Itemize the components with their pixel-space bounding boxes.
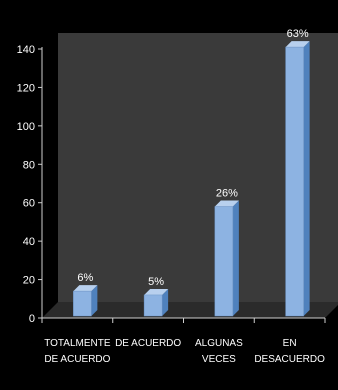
x-tick-label: DE ACUERDO xyxy=(115,338,181,349)
x-tick-label: VECES xyxy=(202,354,236,365)
y-tick-label: 120 xyxy=(17,82,35,94)
x-tick-label: DE ACUERDO xyxy=(44,354,110,365)
bar-top xyxy=(73,285,98,292)
bars xyxy=(73,41,310,317)
y-tick-label: 40 xyxy=(23,236,35,248)
y-tick-label: 100 xyxy=(17,121,35,133)
bar-front xyxy=(214,206,234,317)
x-tick-label: DESACUERDO xyxy=(254,354,325,365)
y-tick-label: 20 xyxy=(23,275,35,287)
labels: 6% TOTALMENTE DE ACUERDO 5% DE ACUERDO 26% ALG… xyxy=(44,28,325,365)
bar-side xyxy=(232,200,239,316)
bar-top xyxy=(214,200,239,207)
bar-top xyxy=(144,288,169,295)
bar-top xyxy=(285,41,310,48)
data-label: 5% xyxy=(148,276,164,288)
bar-side xyxy=(303,41,310,316)
data-label: 63% xyxy=(287,28,309,40)
y-tick-label: 60 xyxy=(23,198,35,210)
x-tick-label: EN xyxy=(283,338,297,349)
x-tick-label: TOTALMENTE xyxy=(44,338,111,349)
bar xyxy=(73,285,98,317)
bar-side xyxy=(162,288,169,316)
y-tick-label: 80 xyxy=(23,159,35,171)
bar xyxy=(285,41,310,317)
y-tick-label: 0 xyxy=(29,313,35,325)
bar-front xyxy=(143,294,163,317)
bar-front xyxy=(285,46,304,317)
chart-floor xyxy=(42,302,338,318)
data-label: 26% xyxy=(216,188,238,200)
chart-back-wall xyxy=(58,33,338,302)
bar xyxy=(143,288,169,317)
bar-front xyxy=(73,290,92,317)
axes: 0 20 40 60 80 100 120 140 xyxy=(17,44,326,325)
data-label: 6% xyxy=(77,272,93,284)
x-tick-label: ALGUNAS xyxy=(195,338,243,349)
bar xyxy=(214,200,239,317)
y-tick-label: 140 xyxy=(17,44,35,56)
bar-side xyxy=(91,285,98,316)
